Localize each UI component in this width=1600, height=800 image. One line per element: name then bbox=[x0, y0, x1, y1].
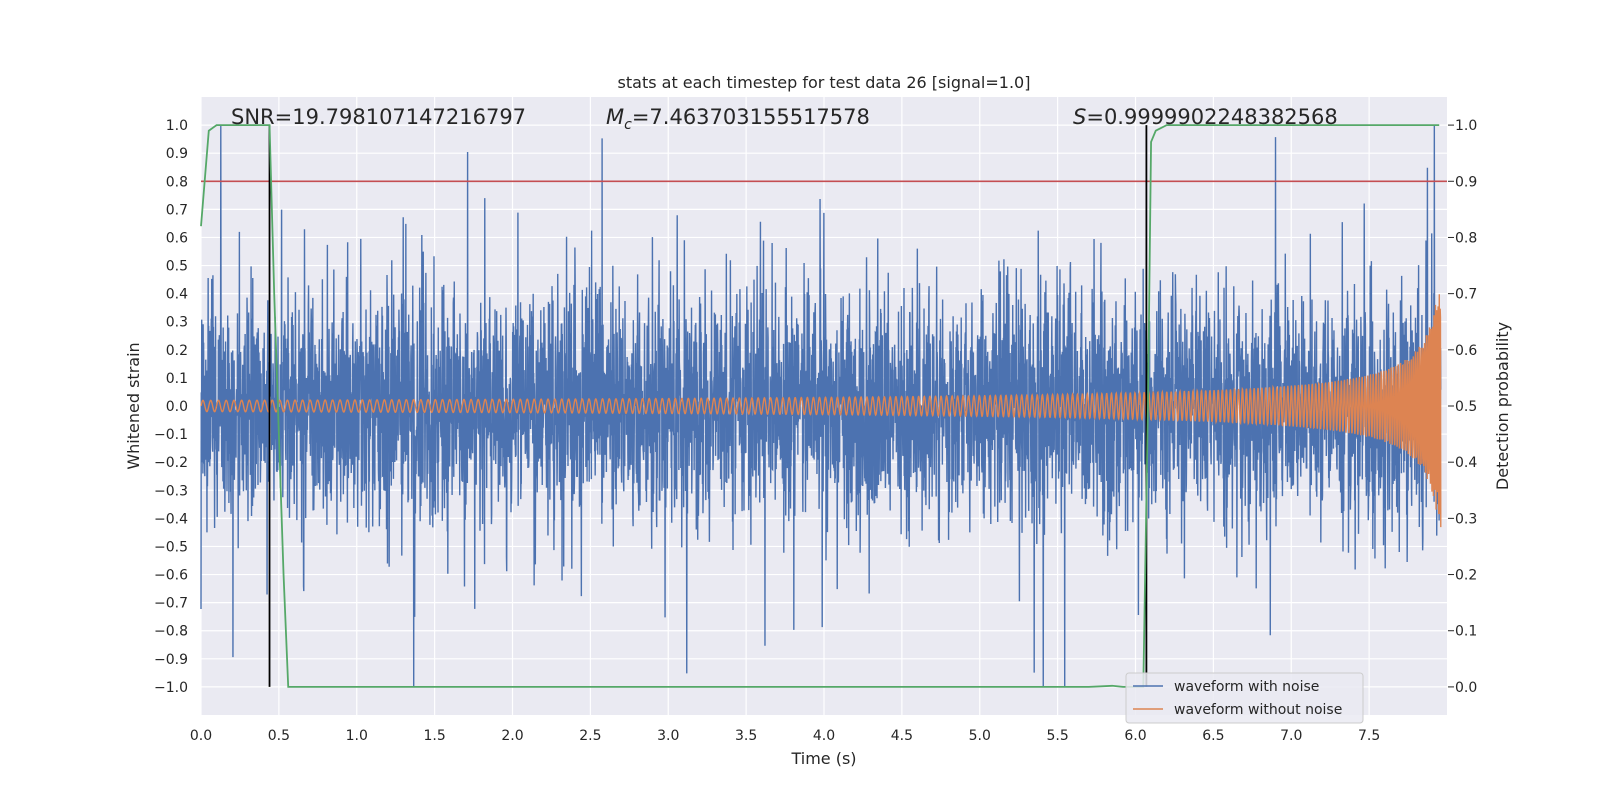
y-tick-label: −0.9 bbox=[154, 652, 188, 668]
x-tick-label: 4.0 bbox=[813, 728, 835, 744]
x-tick-label: 2.0 bbox=[501, 728, 523, 744]
y-tick-label: −0.5 bbox=[154, 539, 188, 555]
y-tick-label: 0.4 bbox=[166, 287, 188, 303]
chirp-mass-symbol: M bbox=[606, 105, 624, 129]
statistic-value: =0.9999902248382568 bbox=[1086, 105, 1337, 129]
y-axis-right: 1.0 0.9 0.8 0.7 0.6 0.5 0.4 0.3 0.2 0.1 0.0 bbox=[1448, 118, 1477, 696]
series-waveform-without-noise bbox=[200, 294, 1442, 528]
chirp-mass-annotation: Mc=7.463703155517578 bbox=[606, 105, 870, 133]
y-tick-label: −0.8 bbox=[154, 624, 188, 640]
y2-tick-label: 0.0 bbox=[1455, 680, 1477, 696]
chirp-mass-subscript: c bbox=[624, 117, 632, 133]
legend-label-noisy: waveform with noise bbox=[1174, 679, 1319, 695]
y2-tick-label: 0.6 bbox=[1455, 343, 1477, 359]
x-tick-label: 6.0 bbox=[1124, 728, 1146, 744]
y2-tick-label: 1.0 bbox=[1455, 118, 1477, 134]
y-tick-label: 0.5 bbox=[166, 259, 188, 275]
y-tick-label: 0.7 bbox=[166, 202, 188, 218]
y-tick-label: 0.0 bbox=[166, 399, 188, 415]
x-tick-label: 1.0 bbox=[346, 728, 368, 744]
y2-axis-label: Detection probability bbox=[1493, 322, 1512, 490]
x-tick-label: 0.0 bbox=[190, 728, 212, 744]
x-tick-label: 7.5 bbox=[1358, 728, 1380, 744]
y2-tick-label: 0.9 bbox=[1455, 174, 1477, 190]
detection-probability-line bbox=[200, 124, 1440, 688]
y-tick-label: 0.1 bbox=[166, 371, 188, 387]
chirp-mass-value: =7.463703155517578 bbox=[632, 105, 870, 129]
legend-label-clean: waveform without noise bbox=[1174, 702, 1342, 718]
y2-tick-label: 0.4 bbox=[1455, 455, 1477, 471]
y-tick-label: −0.2 bbox=[154, 455, 188, 471]
legend: waveform with noise waveform without noi… bbox=[1125, 672, 1364, 724]
legend-box bbox=[1125, 672, 1364, 724]
statistic-symbol: S bbox=[1073, 105, 1086, 129]
x-tick-label: 5.0 bbox=[969, 728, 991, 744]
y-tick-label: −1.0 bbox=[154, 680, 188, 696]
x-tick-label: 2.5 bbox=[579, 728, 601, 744]
snr-annotation: SNR=19.798107147216797 bbox=[231, 105, 526, 129]
y-axis-label: Whitened strain bbox=[124, 342, 143, 469]
y-tick-label: 1.0 bbox=[166, 118, 188, 134]
y-tick-label: −0.7 bbox=[154, 596, 188, 612]
y2-tick-label: 0.8 bbox=[1455, 230, 1477, 246]
x-tick-label: 0.5 bbox=[268, 728, 290, 744]
y-tick-label: −0.6 bbox=[154, 568, 188, 584]
clean-waveform-line bbox=[200, 294, 1442, 528]
y-tick-label: 0.2 bbox=[166, 343, 188, 359]
y2-tick-label: 0.7 bbox=[1455, 287, 1477, 303]
x-tick-label: 1.5 bbox=[423, 728, 445, 744]
x-tick-label: 3.5 bbox=[735, 728, 757, 744]
x-axis-label: Time (s) bbox=[790, 749, 856, 768]
x-tick-label: 5.5 bbox=[1046, 728, 1068, 744]
y-tick-label: −0.4 bbox=[154, 511, 188, 527]
x-tick-label: 7.0 bbox=[1280, 728, 1302, 744]
y2-tick-label: 0.2 bbox=[1455, 568, 1477, 584]
x-axis: 0.0 0.5 1.0 1.5 2.0 2.5 3.0 3.5 4.0 4.5 5.0 5.5 6.0 6… bbox=[190, 728, 1380, 744]
overlay bbox=[200, 124, 1447, 688]
y-axis-left: 1.0 0.9 0.8 0.7 0.6 0.5 0.4 0.3 0.2 0.1 0.0 −0.1 −0.… bbox=[154, 118, 188, 696]
y-tick-label: −0.1 bbox=[154, 427, 188, 443]
x-tick-label: 6.5 bbox=[1202, 728, 1224, 744]
x-tick-label: 3.0 bbox=[657, 728, 679, 744]
y2-tick-label: 0.5 bbox=[1455, 399, 1477, 415]
y-tick-label: −0.3 bbox=[154, 483, 188, 499]
y-tick-label: 0.3 bbox=[166, 315, 188, 331]
chart-title: stats at each timestep for test data 26 … bbox=[618, 73, 1031, 92]
y-tick-label: 0.9 bbox=[166, 146, 188, 162]
y-tick-label: 0.8 bbox=[166, 174, 188, 190]
statistic-annotation: S=0.9999902248382568 bbox=[1073, 105, 1338, 129]
y2-tick-label: 0.3 bbox=[1455, 511, 1477, 527]
y2-tick-label: 0.1 bbox=[1455, 624, 1477, 640]
x-tick-label: 4.5 bbox=[891, 728, 913, 744]
y-tick-label: 0.6 bbox=[166, 230, 188, 246]
